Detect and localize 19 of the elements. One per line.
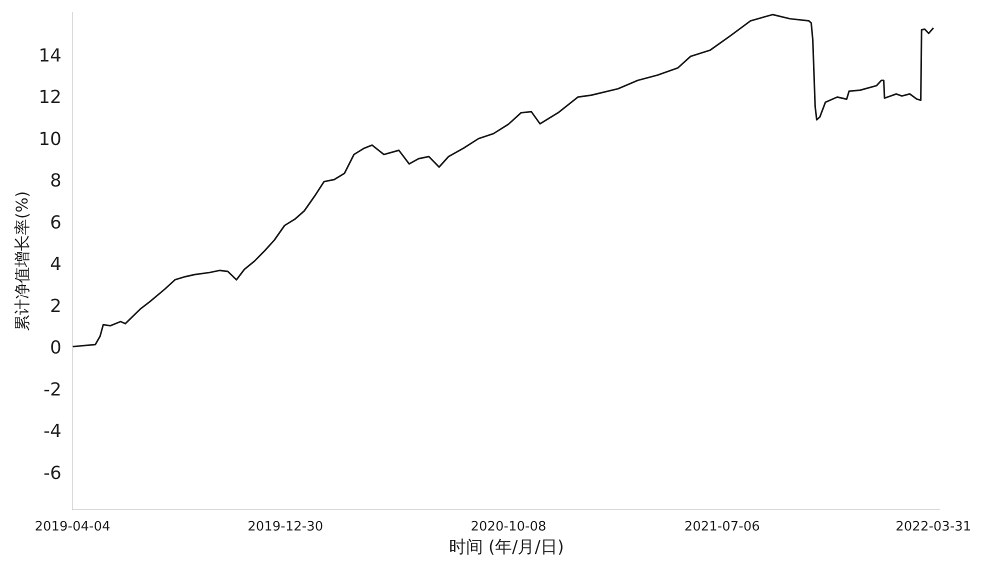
y-tick-label: 12: [38, 87, 62, 108]
y-tick-label: -4: [44, 421, 62, 442]
y-tick-label: 2: [50, 296, 62, 317]
x-tick-label: 2022-03-31: [896, 520, 972, 534]
x-tick-label: 2020-10-08: [470, 520, 546, 534]
y-tick-label: 6: [50, 212, 62, 234]
y-tick-label: -2: [44, 379, 62, 400]
y-tick-label: 4: [50, 254, 62, 276]
x-axis-title: 时间 (年/月/日): [448, 538, 564, 558]
x-tick-label: 2019-04-04: [34, 520, 110, 534]
y-axis-title: 累计净值增长率(%): [12, 191, 32, 331]
y-tick-label: 14: [38, 45, 62, 66]
x-tick-label: 2019-12-30: [248, 520, 324, 534]
y-tick-label: 8: [50, 170, 62, 192]
x-tick-label: 2021-07-06: [684, 520, 760, 534]
y-tick-label: 0: [50, 338, 62, 359]
y-tick-label: 10: [38, 128, 62, 150]
line-series: [72, 14, 934, 348]
y-tick-label: -6: [44, 462, 62, 484]
